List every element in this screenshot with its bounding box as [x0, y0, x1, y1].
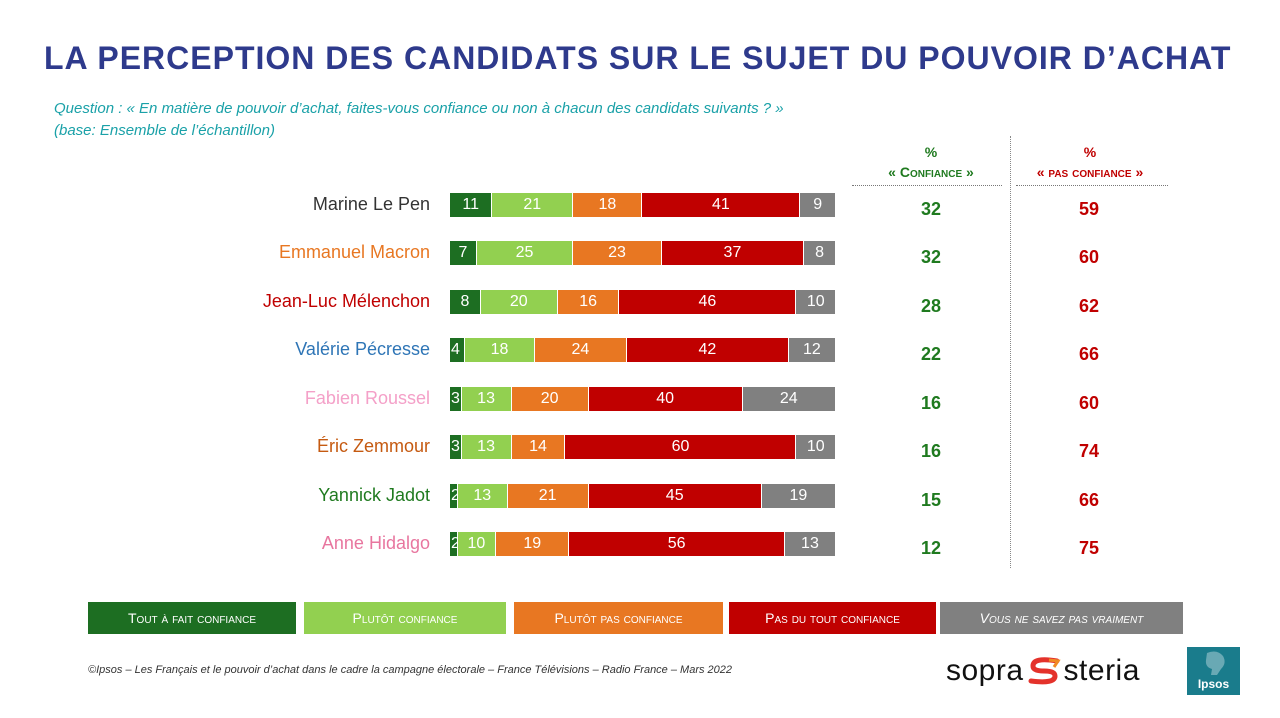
bar-segment: 13: [457, 484, 508, 508]
pas-confiance-value: 75: [1078, 538, 1100, 558]
confiance-value: 12: [920, 538, 942, 558]
candidate-label: Fabien Roussel: [304, 388, 430, 408]
bar-segment: 42: [627, 338, 789, 362]
bar-segment: 20: [511, 387, 589, 411]
bar-segment: 24: [742, 387, 835, 411]
pas-confiance-label: « pas confiance »: [1036, 164, 1144, 180]
bar-segment: 60: [565, 435, 797, 459]
confiance-value: 16: [920, 393, 942, 413]
bar-segment: 19: [496, 532, 570, 556]
stacked-bar: 4 18 24 42 12: [450, 338, 835, 362]
bar-segment: 18: [465, 338, 535, 362]
stacked-bar: 2 10 19 56 13: [450, 532, 835, 556]
stacked-bar: 3 13 14 60 10: [450, 435, 835, 459]
confiance-value: 28: [920, 296, 942, 316]
bar-segment: 9: [800, 193, 835, 217]
bar-segment: 13: [784, 532, 835, 556]
bar-segment: 19: [761, 484, 835, 508]
legend-item: Tout à fait confiance: [88, 602, 296, 634]
bar-segment: 4: [450, 338, 466, 362]
question-text: Question : « En matière de pouvoir d’ach…: [54, 98, 784, 142]
bar-segment: 23: [573, 241, 662, 265]
candidate-label: Emmanuel Macron: [278, 242, 430, 262]
bar-segment: 12: [788, 338, 835, 362]
legend-item: Plutôt confiance: [304, 602, 506, 634]
sopra-steria-symbol-icon: [1028, 657, 1061, 685]
pas-confiance-value: 60: [1078, 393, 1100, 413]
pas-confiance-value: 62: [1078, 296, 1100, 316]
bar-segment: 14: [511, 435, 566, 459]
bar-segment: 21: [492, 193, 574, 217]
bar-segment: 10: [796, 290, 835, 314]
stacked-bar: 11 21 18 41 9: [450, 193, 835, 217]
sopra-wordmark: sopra: [946, 654, 1024, 687]
confiance-value: 22: [920, 344, 942, 364]
stacked-bar: 7 25 23 37 8: [450, 241, 835, 265]
bar-segment: 13: [461, 435, 512, 459]
steria-wordmark: steria: [1063, 654, 1140, 687]
pas-confiance-column-header: % « pas confiance »: [1010, 142, 1170, 182]
base-line: (base: Ensemble de l’échantillon): [54, 122, 275, 139]
pas-confiance-value: 60: [1078, 247, 1100, 267]
bar-segment: 7: [450, 241, 477, 265]
bar-segment: 13: [461, 387, 512, 411]
confiance-header-underline: [852, 185, 1002, 186]
bar-segment: 41: [642, 193, 801, 217]
pas-confiance-header-underline: [1016, 185, 1168, 186]
bar-segment: 21: [507, 484, 589, 508]
sopra-steria-logo: sopra steria: [946, 651, 1140, 691]
bar-segment: 8: [804, 241, 835, 265]
pas-confiance-value: 59: [1078, 199, 1100, 219]
page-title: LA PERCEPTION DES CANDIDATS SUR LE SUJET…: [44, 40, 1232, 76]
candidate-label: Éric Zemmour: [316, 436, 430, 456]
bar-segment: 18: [573, 193, 643, 217]
bar-segment: 10: [796, 435, 835, 459]
bar-segment: 40: [588, 387, 743, 411]
ipsos-wordmark: Ipsos: [1197, 677, 1230, 691]
pas-confiance-value: 74: [1078, 441, 1100, 461]
confiance-value: 32: [920, 199, 942, 219]
bar-segment: 3: [450, 387, 462, 411]
pas-confiance-value: 66: [1078, 490, 1100, 510]
confiance-value: 16: [920, 441, 942, 461]
bar-segment: 46: [619, 290, 797, 314]
bar-segment: 11: [450, 193, 493, 217]
bar-segment: 45: [588, 484, 762, 508]
stacked-bar: 3 13 20 40 24: [450, 387, 835, 411]
footer-credit: ©Ipsos – Les Français et le pouvoir d’ac…: [88, 664, 733, 676]
candidate-label: Anne Hidalgo: [321, 533, 430, 553]
pas-confiance-pct-label: %: [1083, 144, 1097, 160]
bar-segment: 10: [457, 532, 497, 556]
confiance-pct-label: %: [924, 144, 938, 160]
bar-segment: 37: [661, 241, 805, 265]
ipsos-face-icon: [1205, 651, 1225, 675]
legend-item: Plutôt pas confiance: [514, 602, 723, 634]
confiance-value: 15: [920, 490, 942, 510]
pas-confiance-value: 66: [1078, 344, 1100, 364]
candidate-label: Marine Le Pen: [312, 194, 430, 214]
legend-item: Vous ne savez pas vraiment: [940, 602, 1183, 634]
bar-segment: 16: [557, 290, 620, 314]
bar-segment: 24: [534, 338, 628, 362]
bar-segment: 56: [569, 532, 785, 556]
candidate-label: Valérie Pécresse: [295, 339, 430, 359]
candidate-label: Jean-Luc Mélenchon: [262, 291, 430, 311]
legend-item: Pas du tout confiance: [729, 602, 936, 634]
confiance-label: « Confiance »: [888, 164, 974, 180]
question-line: Question : « En matière de pouvoir d’ach…: [54, 100, 784, 117]
bar-segment: 2: [450, 484, 460, 508]
confiance-column-header: % « Confiance »: [850, 142, 1012, 182]
confiance-value: 32: [920, 247, 942, 267]
bar-segment: 25: [476, 241, 574, 265]
bar-segment: 2: [450, 532, 460, 556]
bar-segment: 20: [480, 290, 558, 314]
bar-segment: 8: [450, 290, 481, 314]
column-divider: [1010, 136, 1011, 568]
stacked-bar: 2 13 21 45 19: [450, 484, 835, 508]
bar-segment: 3: [450, 435, 462, 459]
ipsos-logo: Ipsos: [1187, 647, 1240, 695]
candidate-label: Yannick Jadot: [318, 485, 430, 505]
stacked-bar: 8 20 16 46 10: [450, 290, 835, 314]
